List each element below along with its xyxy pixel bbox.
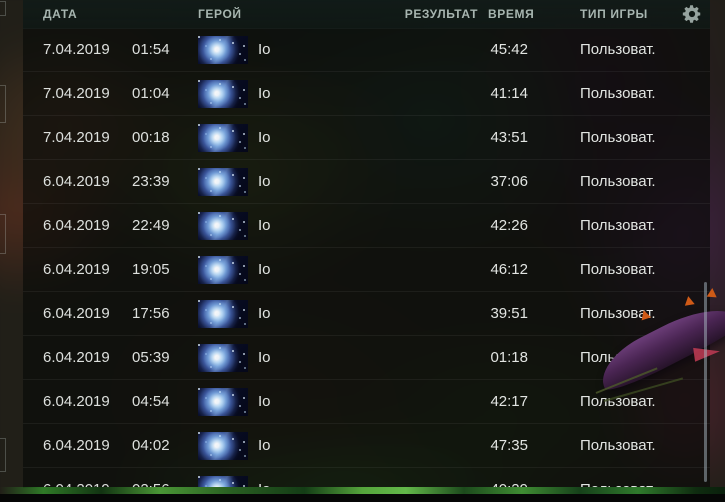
game-type: Пользоват. <box>580 173 656 190</box>
column-header-game-type: ТИП ИГРЫ <box>580 7 648 21</box>
clipped-left-widget <box>0 438 6 472</box>
io-hero-icon <box>198 212 248 240</box>
match-start-time: 23:39 <box>132 173 170 190</box>
game-type: Пользоват. <box>580 349 656 366</box>
gear-icon[interactable] <box>681 3 703 25</box>
io-hero-icon <box>198 476 248 488</box>
match-row[interactable]: 6.04.2019 04:02 Io 47:35 Пользоват. <box>23 424 710 468</box>
io-hero-icon <box>198 80 248 108</box>
game-type: Пользоват. <box>580 217 656 234</box>
game-type: Пользоват. <box>580 85 656 102</box>
hero-name: Io <box>258 437 271 454</box>
io-hero-icon <box>198 256 248 284</box>
match-row[interactable]: 6.04.2019 23:39 Io 37:06 Пользоват. <box>23 160 710 204</box>
clipped-left-widget <box>0 85 6 123</box>
column-header-date: ДАТА <box>43 7 78 21</box>
match-duration: 47:35 <box>490 437 528 454</box>
io-hero-icon <box>198 124 248 152</box>
game-type: Пользоват. <box>580 41 656 58</box>
match-duration: 42:26 <box>490 217 528 234</box>
match-row[interactable]: 7.04.2019 00:18 Io 43:51 Пользоват. <box>23 116 710 160</box>
match-duration: 37:06 <box>490 173 528 190</box>
match-start-time: 04:02 <box>132 437 170 454</box>
match-duration: 46:12 <box>490 261 528 278</box>
io-hero-icon <box>198 344 248 372</box>
hero-name: Io <box>258 129 271 146</box>
match-row[interactable]: 7.04.2019 01:04 Io 41:14 Пользоват. <box>23 72 710 116</box>
match-row[interactable]: 7.04.2019 01:54 Io 45:42 Пользоват. <box>23 28 710 72</box>
io-hero-icon <box>198 36 248 64</box>
match-date: 6.04.2019 <box>43 437 110 454</box>
match-date: 6.04.2019 <box>43 305 110 322</box>
match-date: 7.04.2019 <box>43 41 110 58</box>
match-row[interactable]: 6.04.2019 05:39 Io 01:18 Пользоват. <box>23 336 710 380</box>
table-rows: 7.04.2019 01:54 Io 45:42 Пользоват. 7.04… <box>23 28 710 488</box>
match-date: 6.04.2019 <box>43 173 110 190</box>
match-duration: 41:14 <box>490 85 528 102</box>
match-start-time: 05:39 <box>132 349 170 366</box>
column-header-result: РЕЗУЛЬТАТ <box>404 7 478 21</box>
game-type: Пользоват. <box>580 261 656 278</box>
match-date: 7.04.2019 <box>43 129 110 146</box>
hero-name: Io <box>258 468 271 488</box>
clipped-left-widget <box>0 214 6 254</box>
hero-name: Io <box>258 393 271 410</box>
match-start-time: 01:04 <box>132 85 170 102</box>
io-hero-icon <box>198 168 248 196</box>
scrollbar-thumb[interactable] <box>704 282 707 482</box>
match-duration: 45:42 <box>490 41 528 58</box>
match-duration: 01:18 <box>490 349 528 366</box>
match-start-time: 00:18 <box>132 129 170 146</box>
match-row[interactable]: 6.04.2019 17:56 Io 39:51 Пользоват. <box>23 292 710 336</box>
match-row[interactable]: 6.04.2019 19:05 Io 46:12 Пользоват. <box>23 248 710 292</box>
match-duration: 42:17 <box>490 393 528 410</box>
match-start-time: 01:54 <box>132 41 170 58</box>
hero-name: Io <box>258 173 271 190</box>
io-hero-icon <box>198 388 248 416</box>
hero-name: Io <box>258 41 271 58</box>
game-type: Пользоват. <box>580 393 656 410</box>
match-duration: 40:29 <box>468 468 528 488</box>
match-row[interactable]: 6.04.2019 04:54 Io 42:17 Пользоват. <box>23 380 710 424</box>
match-date: 6.04.2019 <box>43 468 110 488</box>
background-jungle-strip <box>0 487 725 495</box>
match-start-time: 19:05 <box>132 261 170 278</box>
hero-name: Io <box>258 349 271 366</box>
hero-name: Io <box>258 217 271 234</box>
clipped-left-widget <box>0 1 6 16</box>
match-date: 6.04.2019 <box>43 261 110 278</box>
table-header: ДАТА ГЕРОЙ РЕЗУЛЬТАТ ВРЕМЯ ТИП ИГРЫ <box>23 0 710 29</box>
hero-name: Io <box>258 261 271 278</box>
match-start-time: 17:56 <box>132 305 170 322</box>
match-date: 7.04.2019 <box>43 85 110 102</box>
column-header-time: ВРЕМЯ <box>488 7 535 21</box>
column-header-hero: ГЕРОЙ <box>198 7 242 21</box>
match-history-table: ДАТА ГЕРОЙ РЕЗУЛЬТАТ ВРЕМЯ ТИП ИГРЫ 7.04… <box>23 0 710 488</box>
match-duration: 39:51 <box>490 305 528 322</box>
bottom-black-bar <box>0 494 725 502</box>
game-type: Пользоват. <box>580 305 656 322</box>
match-date: 6.04.2019 <box>43 393 110 410</box>
match-start-time: 04:54 <box>132 393 170 410</box>
match-start-time: 22:49 <box>132 217 170 234</box>
match-date: 6.04.2019 <box>43 349 110 366</box>
io-hero-icon <box>198 432 248 460</box>
game-type: Пользоват. <box>580 129 656 146</box>
match-row[interactable]: 6.04.2019 02:56 Io 40:29 Пользоват. <box>23 468 710 488</box>
game-type: Пользоват. <box>580 468 656 488</box>
match-date: 6.04.2019 <box>43 217 110 234</box>
game-type: Пользоват. <box>580 437 656 454</box>
io-hero-icon <box>198 300 248 328</box>
match-start-time: 02:56 <box>132 468 170 488</box>
match-duration: 43:51 <box>490 129 528 146</box>
hero-name: Io <box>258 305 271 322</box>
match-row[interactable]: 6.04.2019 22:49 Io 42:26 Пользоват. <box>23 204 710 248</box>
hero-name: Io <box>258 85 271 102</box>
